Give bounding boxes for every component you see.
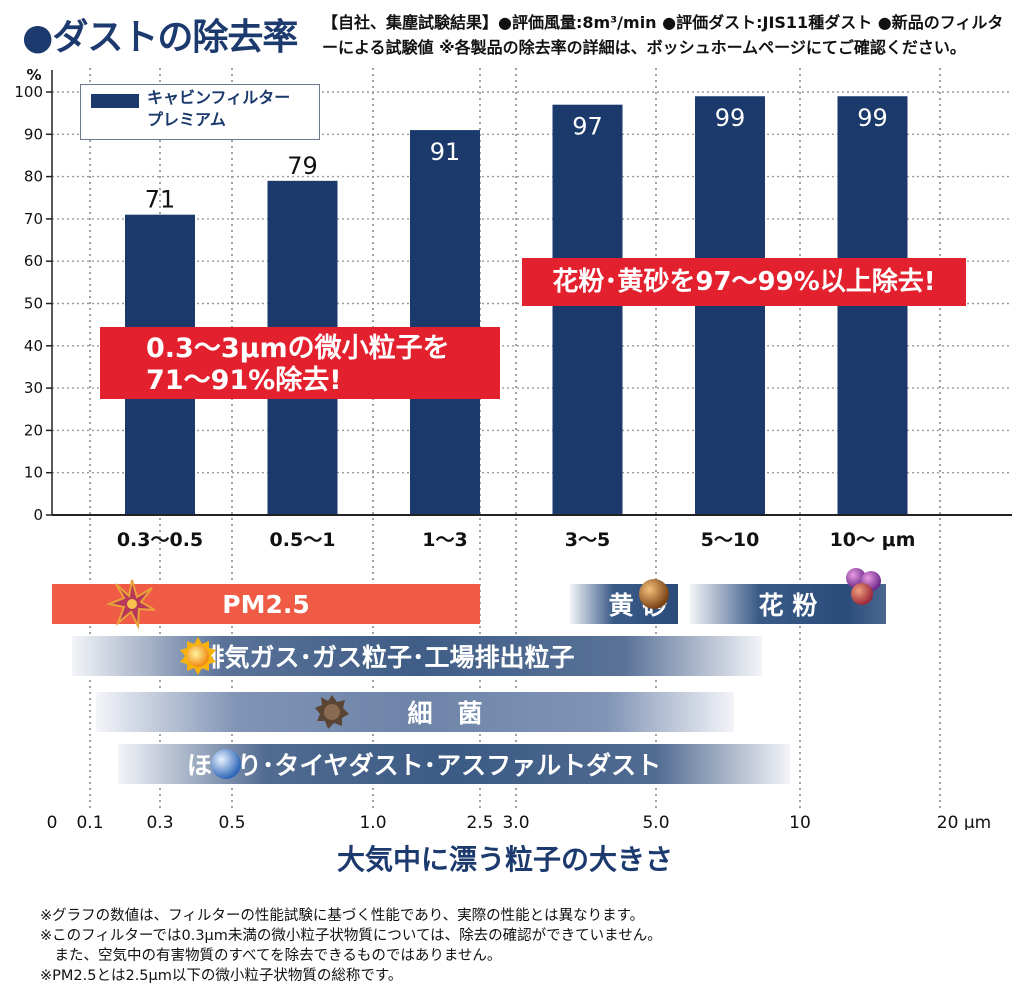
x2-tick-label: 0.3 [146, 813, 173, 830]
x2-tick-label: 3.0 [502, 813, 529, 830]
x2-tick-label: 0.5 [218, 813, 245, 830]
legend-label-line2: プレミアム [147, 110, 226, 129]
data-label: 91 [430, 138, 461, 166]
x-category-label: 3～5 [565, 529, 610, 551]
callout-pollen-sand: 花粉･黄砂を97～99%以上除去! [522, 258, 966, 306]
y-axis-unit: % [26, 66, 41, 84]
footnote-4: ※PM2.5とは2.5μm以下の微小粒子状物質の総称です。 [40, 968, 403, 984]
exhaust-sun-icon [180, 637, 216, 675]
y-tick-label: 90 [24, 125, 43, 143]
test-conditions-note: 【自社、集塵試験結果】●評価風量:8m³/min ●評価ダスト:JIS11種ダス… [322, 13, 1004, 57]
x2-tick-label: 20 μm [937, 813, 991, 830]
x-category-label: 0.5～1 [270, 529, 336, 551]
y-tick-label: 100 [14, 83, 43, 101]
legend-label: キャビンフィルター プレミアム [147, 87, 317, 131]
x-category-label: 0.3～0.5 [117, 529, 203, 551]
footnote-1: ※グラフの数値は、フィルターの性能試験に基づく性能であり、実際の性能とは異なりま… [40, 908, 645, 924]
y-tick-label: 60 [24, 252, 43, 270]
pollen-particle-icon [846, 568, 881, 605]
dust-particle-icon [211, 749, 241, 779]
y-tick-label: 70 [24, 210, 43, 228]
band-yellow-sand: 黄 砂 [570, 579, 678, 624]
band-exhaust-gas-label: 排気ガス･ガス粒子･工場排出粒子 [199, 643, 575, 672]
band-pm25-label: PM2.5 [222, 589, 310, 619]
data-label: 99 [857, 104, 888, 132]
callout-fine-line1: 0.3～3μmの微小粒子を [146, 333, 450, 364]
data-label: 99 [715, 104, 746, 132]
band-bacteria-label: 細 菌 [407, 699, 483, 728]
x2-tick-label: 1.0 [359, 813, 386, 830]
data-label: 79 [287, 152, 318, 180]
x-category-label: 5～10 [701, 529, 760, 551]
pm25-particle-icon [106, 579, 156, 630]
band-pollen: 花 粉 [690, 568, 886, 624]
page-title: ●ダストの除去率 [22, 17, 298, 58]
x-axis-title: 大気中に漂う粒子の大きさ [336, 843, 673, 876]
callout-fine-line2: 71～91%除去! [146, 365, 342, 396]
x-category-label: 10～ μm [830, 529, 916, 551]
footnote-2: ※このフィルターでは0.3μm未満の微小粒子状物質については、除去の確認ができて… [40, 928, 662, 944]
y-tick-label: 40 [24, 337, 43, 355]
x2-tick-label: 0.1 [76, 813, 103, 830]
y-tick-label: 10 [24, 464, 43, 482]
x2-tick-label: 5.0 [642, 813, 669, 830]
y-tick-label: 50 [24, 295, 43, 313]
y-tick-label: 0 [33, 506, 43, 524]
bar [552, 104, 623, 515]
x2-tick-label: 10 [789, 813, 811, 830]
callout-fine-particles: 0.3～3μmの微小粒子を 71～91%除去! [100, 327, 500, 399]
y-tick-label: 20 [24, 421, 43, 439]
legend-label-line1: キャビンフィルター [147, 88, 291, 107]
data-label: 71 [145, 186, 176, 214]
footnote-3: また、空気中の有害物質のすべてを除去できるものではありません。 [40, 948, 502, 964]
bacteria-icon [315, 695, 349, 729]
band-exhaust-gas: 排気ガス･ガス粒子･工場排出粒子 [72, 636, 762, 676]
x-category-label: 1～3 [422, 529, 467, 551]
chart-legend: キャビンフィルター プレミアム [80, 84, 320, 140]
band-pm25: PM2.5 [52, 579, 480, 630]
band-dust: ほこり･タイヤダスト･アスファルトダスト [118, 744, 790, 784]
x2-tick-label: 2.5 [466, 813, 493, 830]
y-tick-label: 30 [24, 379, 43, 397]
data-label: 97 [572, 113, 603, 141]
sand-particle-icon [639, 579, 669, 609]
band-bacteria: 細 菌 [96, 692, 734, 732]
band-dust-label: ほこり･タイヤダスト･アスファルトダスト [186, 751, 662, 780]
band-pollen-label: 花 粉 [758, 591, 818, 620]
legend-swatch [91, 94, 139, 108]
bar [410, 130, 480, 515]
y-tick-label: 80 [24, 168, 43, 186]
footnotes: ※グラフの数値は、フィルターの性能試験に基づく性能であり、実際の性能とは異なりま… [40, 906, 662, 986]
x2-tick-label: 0 [47, 813, 58, 830]
